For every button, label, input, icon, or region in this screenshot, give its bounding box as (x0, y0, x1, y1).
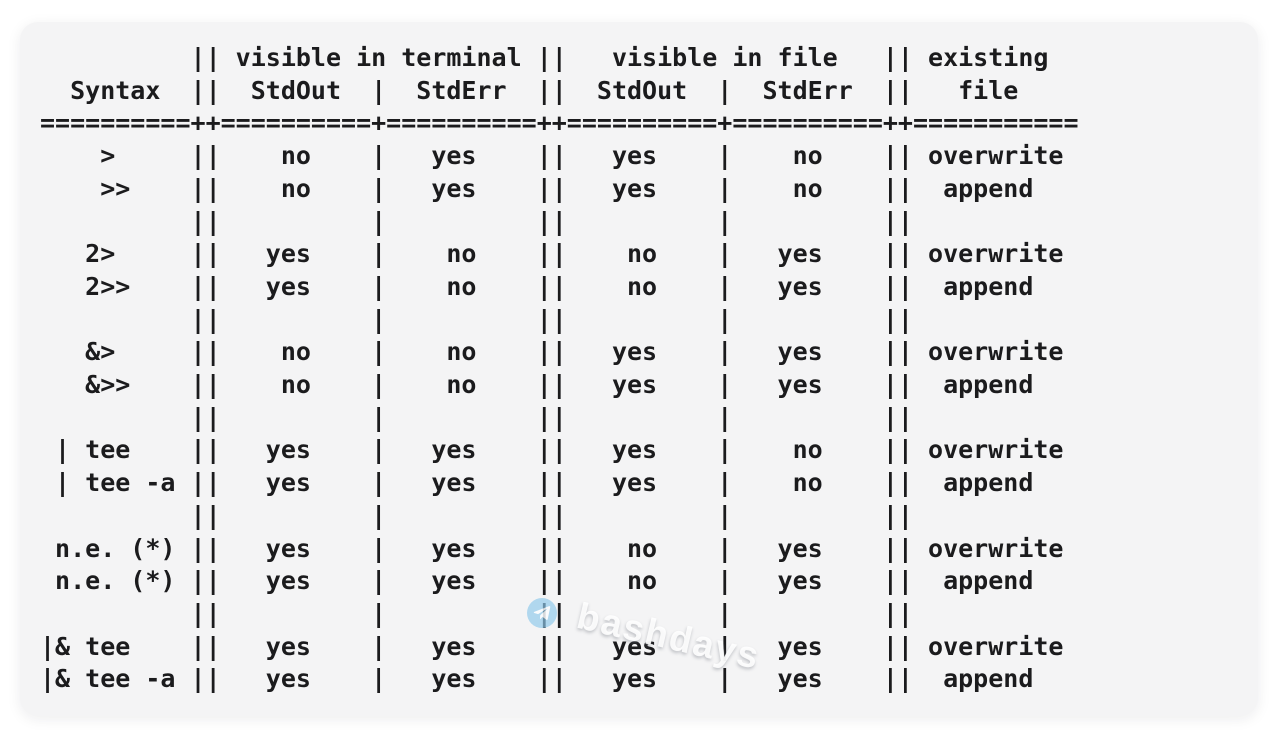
table-card: || visible in terminal || visible in fil… (20, 22, 1258, 716)
ascii-table: || visible in terminal || visible in fil… (40, 43, 1079, 694)
